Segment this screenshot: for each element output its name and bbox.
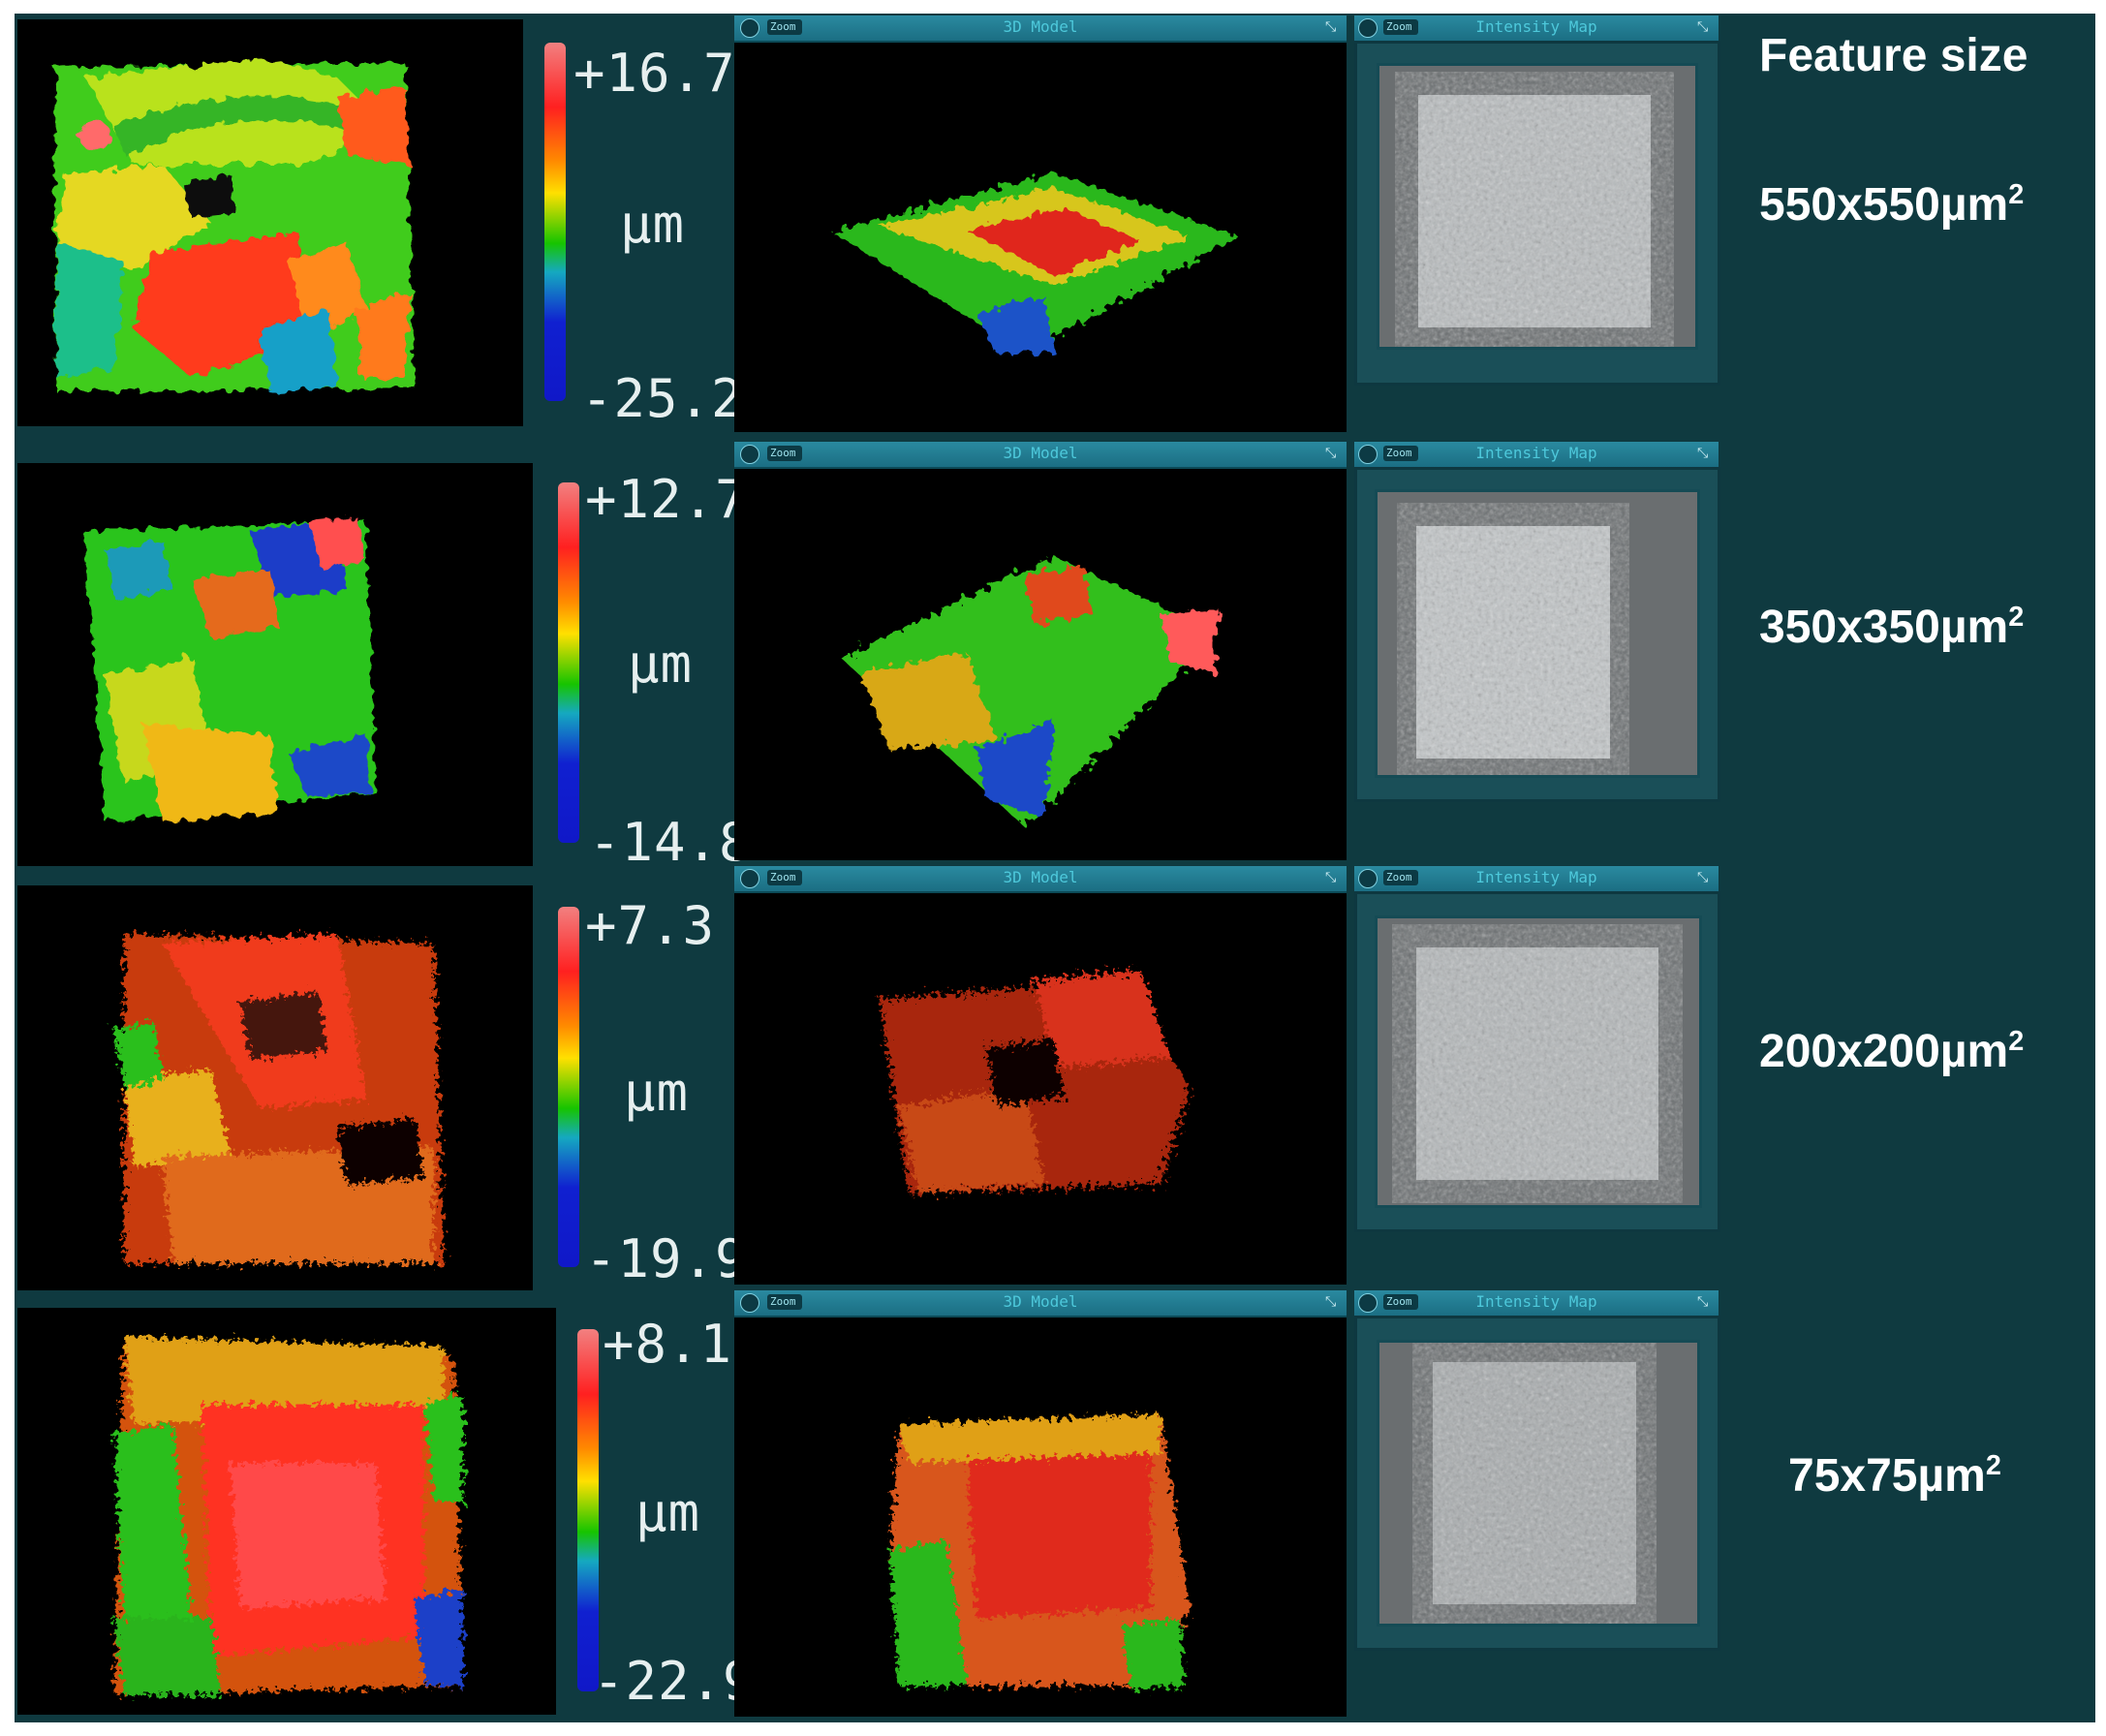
model-window-titlebar-3[interactable]: Zoom 3D Model ⤡ bbox=[734, 866, 1347, 893]
zoom-tag[interactable]: Zoom bbox=[1383, 870, 1418, 885]
zoom-tag[interactable]: Zoom bbox=[1383, 446, 1418, 461]
window-menu-icon[interactable] bbox=[1358, 445, 1378, 464]
feature-size-4: 75x75µm2 bbox=[1788, 1450, 2001, 1502]
color-scale-bar-1 bbox=[544, 43, 566, 401]
height-map-1-graphic bbox=[54, 58, 415, 392]
model-window-titlebar-2[interactable]: Zoom 3D Model ⤡ bbox=[734, 442, 1347, 469]
model-window-title: 3D Model bbox=[1003, 1292, 1078, 1311]
resize-icon[interactable]: ⤡ bbox=[1697, 446, 1709, 461]
intensity-window-1 bbox=[1354, 41, 1720, 386]
scale-min-2: -14.8 bbox=[589, 812, 752, 873]
feature-size-2: 350x350µm2 bbox=[1759, 602, 2025, 653]
height-map-4-graphic bbox=[114, 1337, 463, 1695]
resize-icon[interactable]: ⤡ bbox=[1325, 19, 1337, 35]
height-map-2 bbox=[17, 463, 533, 866]
intensity-graphic-2 bbox=[1416, 526, 1610, 759]
scale-max-3: +7.3 bbox=[585, 895, 716, 956]
color-scale-bar-4 bbox=[577, 1329, 599, 1691]
intensity-map-3 bbox=[1375, 915, 1702, 1208]
model-window-title: 3D Model bbox=[1003, 17, 1078, 36]
window-menu-icon[interactable] bbox=[1358, 869, 1378, 888]
feature-size-header: Feature size bbox=[1759, 30, 2029, 81]
scale-unit-1: µm bbox=[620, 194, 686, 255]
height-map-4 bbox=[17, 1308, 556, 1715]
intensity-graphic-1 bbox=[1418, 95, 1651, 327]
zoom-tag[interactable]: Zoom bbox=[1383, 19, 1418, 35]
scale-unit-3: µm bbox=[624, 1062, 690, 1123]
zoom-tag[interactable]: Zoom bbox=[767, 1294, 802, 1310]
model-3d-view-1 bbox=[734, 43, 1347, 432]
model-3d-graphic-4 bbox=[889, 1414, 1190, 1690]
zoom-tag[interactable]: Zoom bbox=[1383, 1294, 1418, 1310]
resize-icon[interactable]: ⤡ bbox=[1697, 870, 1709, 885]
scale-unit-2: µm bbox=[628, 634, 694, 695]
window-menu-icon[interactable] bbox=[740, 1293, 759, 1313]
window-menu-icon[interactable] bbox=[740, 18, 759, 38]
resize-icon[interactable]: ⤡ bbox=[1325, 870, 1337, 885]
window-menu-icon[interactable] bbox=[1358, 1293, 1378, 1313]
intensity-window-title: Intensity Map bbox=[1475, 868, 1597, 886]
scale-min-3: -19.9 bbox=[585, 1228, 748, 1289]
scale-max-1: +16.7 bbox=[573, 43, 736, 104]
intensity-window-titlebar-4[interactable]: Zoom Intensity Map ⤡ bbox=[1354, 1290, 1719, 1318]
model-3d-view-2 bbox=[734, 469, 1347, 860]
scale-min-1: -25.2 bbox=[581, 368, 744, 429]
model-window-titlebar-4[interactable]: Zoom 3D Model ⤡ bbox=[734, 1290, 1347, 1318]
intensity-window-title: Intensity Map bbox=[1475, 444, 1597, 462]
height-map-3-graphic bbox=[114, 934, 444, 1263]
color-scale-bar-2 bbox=[558, 482, 579, 843]
intensity-window-3 bbox=[1354, 891, 1720, 1232]
model-3d-view-4 bbox=[734, 1318, 1347, 1717]
height-map-2-graphic bbox=[85, 516, 376, 822]
intensity-map-1 bbox=[1377, 63, 1698, 350]
scale-unit-4: µm bbox=[635, 1482, 701, 1543]
intensity-window-titlebar-2[interactable]: Zoom Intensity Map ⤡ bbox=[1354, 442, 1719, 469]
model-3d-graphic-2 bbox=[841, 556, 1219, 827]
window-menu-icon[interactable] bbox=[740, 869, 759, 888]
intensity-window-titlebar-1[interactable]: Zoom Intensity Map ⤡ bbox=[1354, 16, 1719, 43]
intensity-graphic-3 bbox=[1416, 947, 1658, 1180]
model-3d-view-3 bbox=[734, 893, 1347, 1285]
intensity-window-title: Intensity Map bbox=[1475, 17, 1597, 36]
model-window-titlebar-1[interactable]: Zoom 3D Model ⤡ bbox=[734, 16, 1347, 43]
model-3d-graphic-1 bbox=[831, 173, 1238, 353]
model-3d-graphic-3 bbox=[880, 971, 1190, 1194]
window-menu-icon[interactable] bbox=[1358, 18, 1378, 38]
resize-icon[interactable]: ⤡ bbox=[1697, 1294, 1709, 1310]
feature-size-1: 550x550µm2 bbox=[1759, 179, 2025, 231]
zoom-tag[interactable]: Zoom bbox=[767, 19, 802, 35]
zoom-tag[interactable]: Zoom bbox=[767, 446, 802, 461]
resize-icon[interactable]: ⤡ bbox=[1325, 446, 1337, 461]
color-scale-bar-3 bbox=[558, 907, 579, 1267]
intensity-map-2 bbox=[1375, 489, 1700, 778]
intensity-window-title: Intensity Map bbox=[1475, 1292, 1597, 1311]
intensity-window-titlebar-3[interactable]: Zoom Intensity Map ⤡ bbox=[1354, 866, 1719, 893]
scale-max-2: +12.7 bbox=[585, 469, 748, 530]
scale-min-4: -22.9 bbox=[593, 1651, 756, 1712]
resize-icon[interactable]: ⤡ bbox=[1325, 1294, 1337, 1310]
feature-size-3: 200x200µm2 bbox=[1759, 1026, 2025, 1077]
height-map-3 bbox=[17, 885, 533, 1290]
height-map-1 bbox=[17, 19, 523, 426]
window-menu-icon[interactable] bbox=[740, 445, 759, 464]
resize-icon[interactable]: ⤡ bbox=[1697, 19, 1709, 35]
model-window-title: 3D Model bbox=[1003, 444, 1078, 462]
scale-max-4: +8.1 bbox=[603, 1314, 733, 1375]
intensity-window-4 bbox=[1354, 1316, 1720, 1651]
intensity-graphic-4 bbox=[1433, 1362, 1636, 1604]
zoom-tag[interactable]: Zoom bbox=[767, 870, 802, 885]
intensity-map-4 bbox=[1377, 1340, 1700, 1627]
model-window-title: 3D Model bbox=[1003, 868, 1078, 886]
intensity-window-2 bbox=[1354, 467, 1720, 802]
